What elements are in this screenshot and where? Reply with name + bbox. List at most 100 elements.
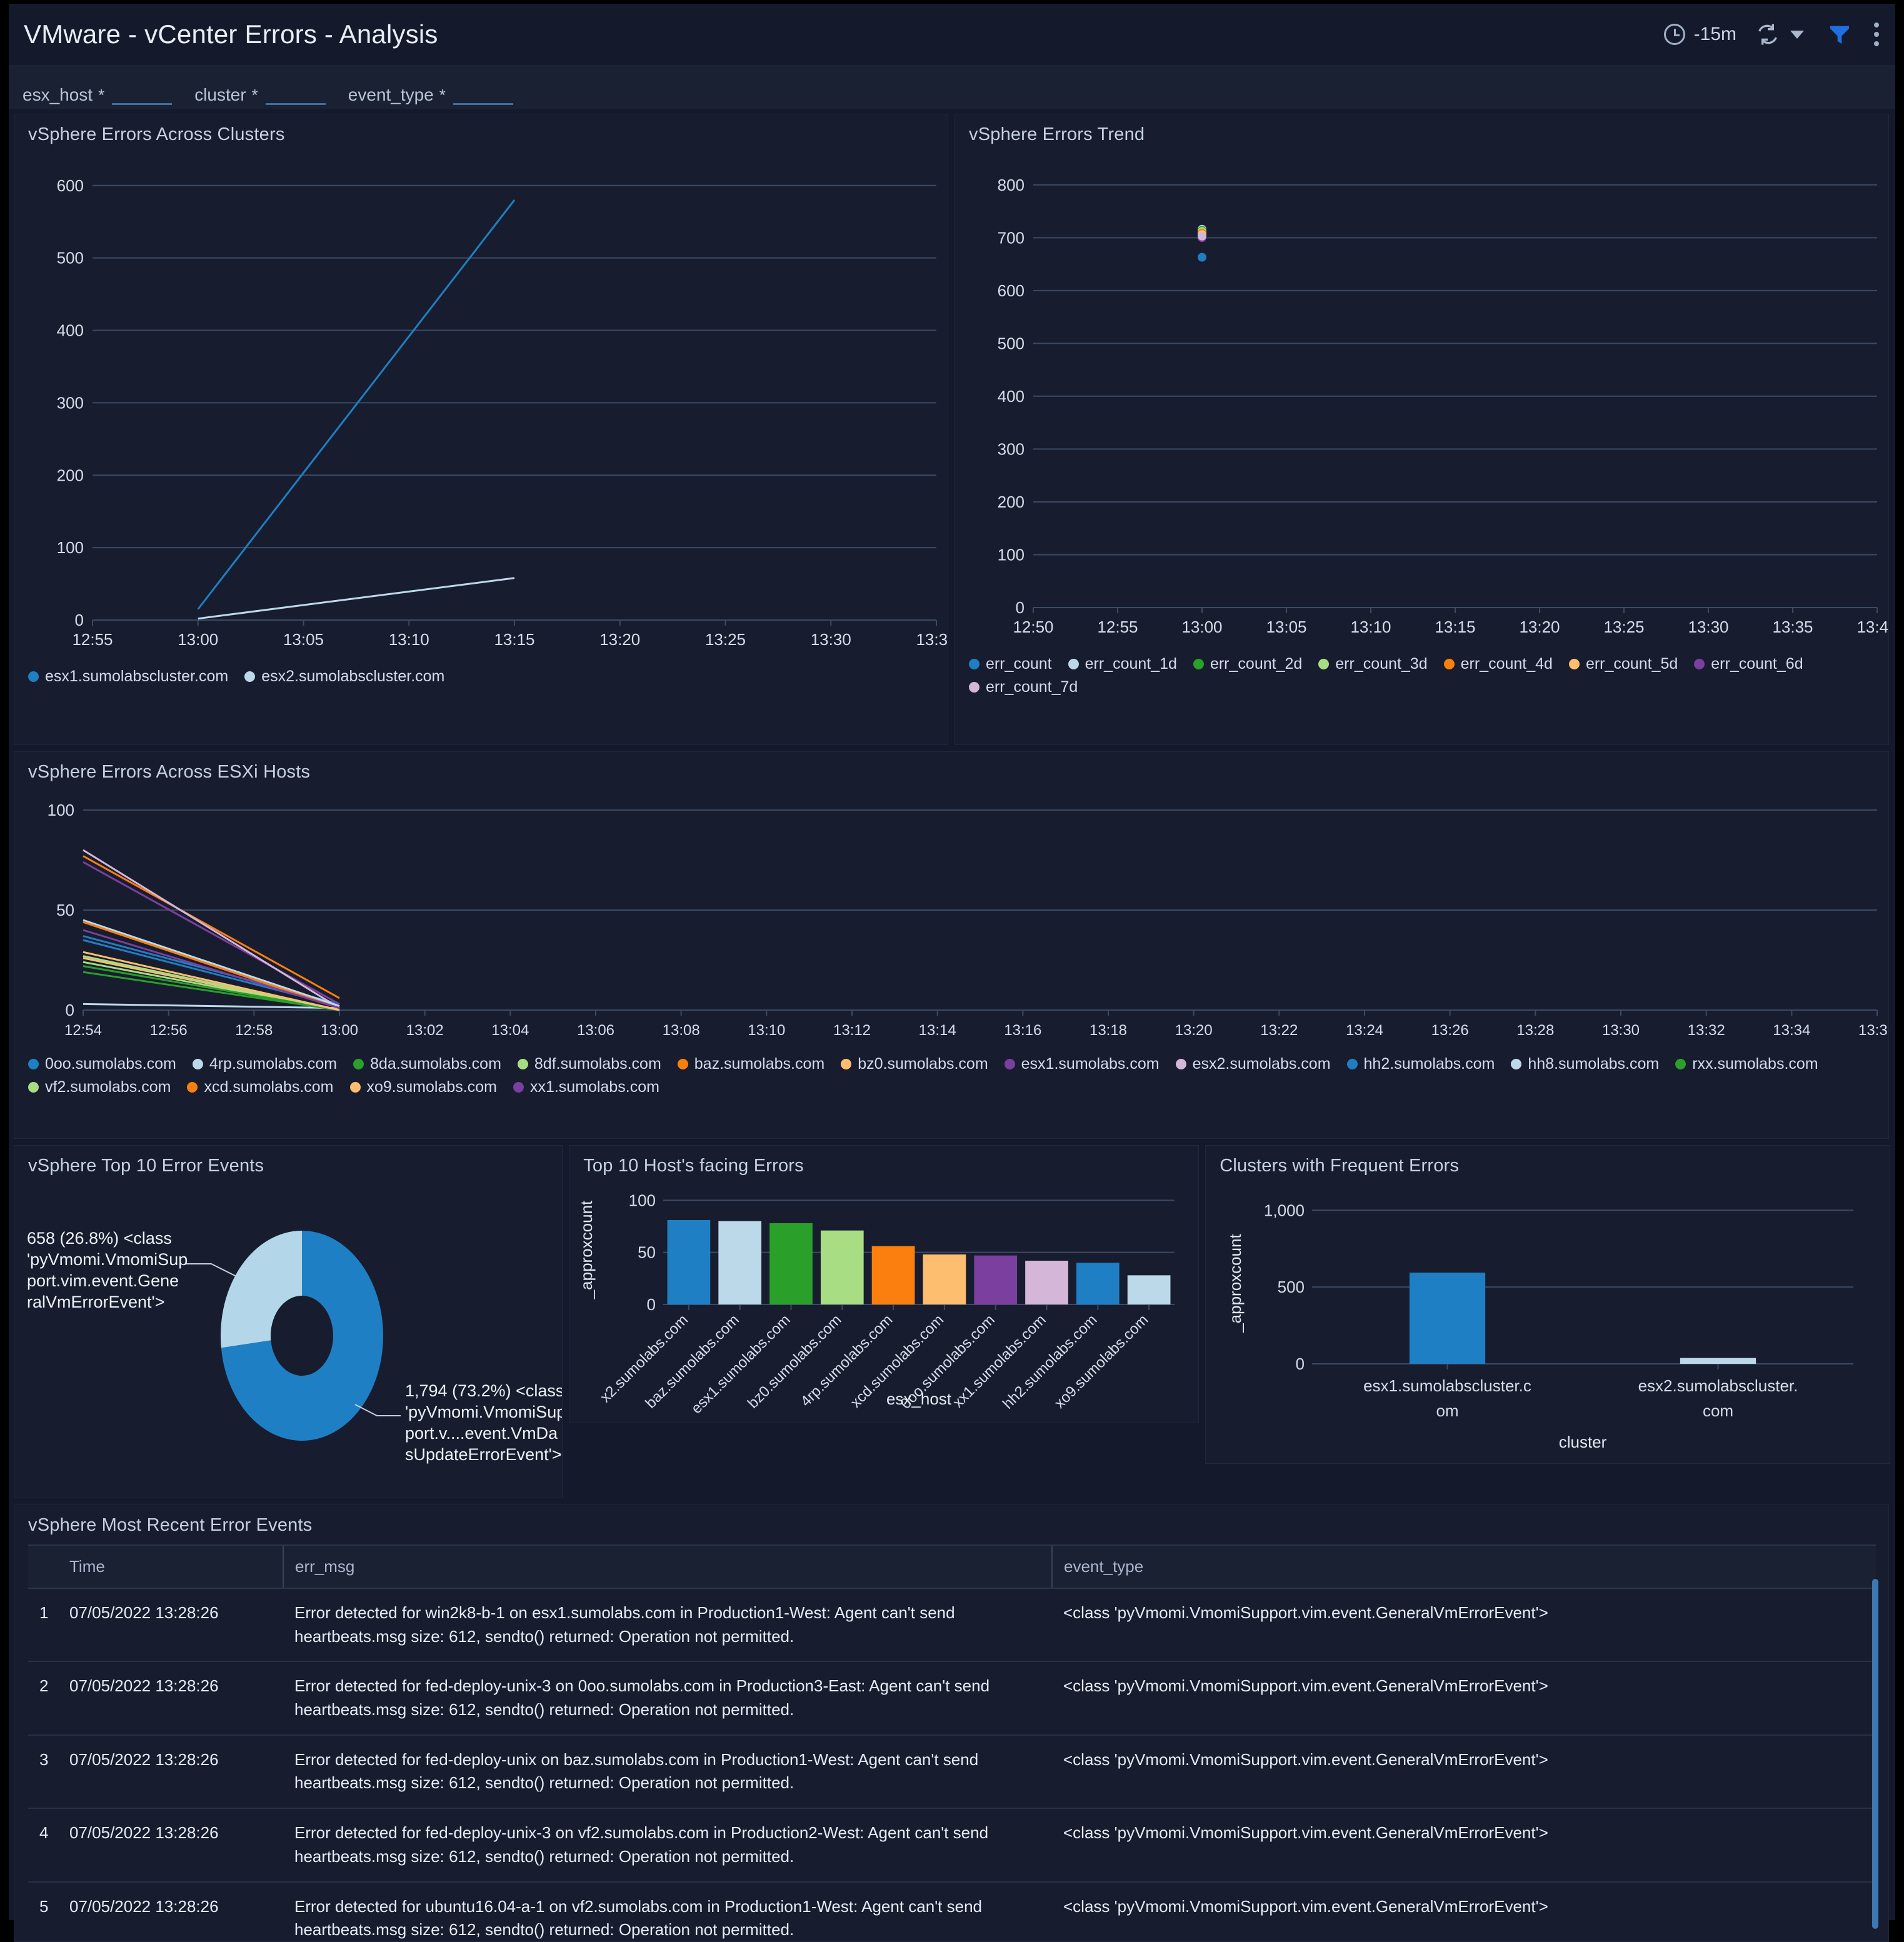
bar[interactable] <box>1410 1273 1485 1364</box>
legend-item[interactable]: rxx.sumolabs.com <box>1675 1055 1818 1073</box>
bar[interactable] <box>1128 1275 1171 1304</box>
legend-item[interactable]: 8df.sumolabs.com <box>518 1055 661 1073</box>
y-axis-tick: 100 <box>998 545 1025 564</box>
legend-item[interactable]: xo9.sumolabs.com <box>350 1078 497 1096</box>
legend-item[interactable]: esx1.sumolabs.com <box>1005 1055 1160 1073</box>
bar[interactable] <box>923 1254 966 1304</box>
y-axis-tick: 500 <box>998 334 1025 353</box>
legend-color-dot <box>1511 1059 1521 1069</box>
x-axis-category: esx1.sumolabs.com <box>688 1311 794 1417</box>
filter-button[interactable] <box>1826 22 1853 47</box>
bar[interactable] <box>719 1221 762 1304</box>
legend-item[interactable]: err_count_1d <box>1068 655 1177 673</box>
column-header-event-type[interactable]: event_type <box>1052 1545 1876 1588</box>
legend-color-dot <box>28 1082 39 1093</box>
legend-item[interactable]: vf2.sumolabs.com <box>28 1078 171 1096</box>
more-options-button[interactable] <box>1874 23 1879 46</box>
data-point <box>1198 253 1206 262</box>
legend-item[interactable]: 8da.sumolabs.com <box>353 1055 501 1073</box>
legend-item[interactable]: err_count_5d <box>1569 655 1678 673</box>
column-header-index[interactable] <box>28 1545 58 1588</box>
chevron-down-icon[interactable] <box>1790 31 1804 39</box>
dashboard-row-4: vSphere Most Recent Error Events Time er… <box>14 1504 1890 1942</box>
legend-item[interactable]: esx2.sumolabscluster.com <box>244 668 444 686</box>
legend-label: err_count_7d <box>986 678 1078 696</box>
legend-item[interactable]: esx1.sumolabscluster.com <box>28 668 228 686</box>
bar[interactable] <box>1025 1261 1068 1304</box>
bar[interactable] <box>668 1220 711 1304</box>
table-scrollbar[interactable] <box>1872 1579 1878 1929</box>
bar[interactable] <box>1680 1358 1756 1364</box>
x-axis-tick: 12:58 <box>235 1022 273 1039</box>
y-axis-tick: 500 <box>57 249 84 268</box>
bar[interactable] <box>769 1223 813 1304</box>
bar[interactable] <box>1076 1263 1120 1304</box>
filter-esx-host[interactable]: esx_host * <box>23 84 172 105</box>
legend-label: xcd.sumolabs.com <box>204 1078 333 1096</box>
cluster-input[interactable] <box>266 84 326 105</box>
filter-cluster[interactable]: cluster * <box>194 84 326 105</box>
event-type-input[interactable] <box>453 84 513 105</box>
panel-vsphere-most-recent-error-events[interactable]: vSphere Most Recent Error Events Time er… <box>14 1504 1889 1942</box>
legend-item[interactable]: xcd.sumolabs.com <box>187 1078 333 1096</box>
esx-host-input[interactable] <box>112 84 172 105</box>
legend-item[interactable]: err_count_4d <box>1444 655 1553 673</box>
y-axis-tick: 800 <box>998 176 1025 194</box>
refresh-button[interactable] <box>1755 22 1804 47</box>
donut-slice[interactable] <box>221 1231 302 1348</box>
bar[interactable] <box>975 1256 1018 1304</box>
legend-item[interactable]: 0oo.sumolabs.com <box>28 1055 176 1073</box>
filter-bar: esx_host * cluster * event_type * <box>9 65 1895 109</box>
page-title: VMware - vCenter Errors - Analysis <box>24 19 438 49</box>
x-axis-category: hh2.sumolabs.com <box>1000 1311 1101 1413</box>
refresh-icon <box>1755 22 1780 47</box>
legend-label: xo9.sumolabs.com <box>367 1078 497 1096</box>
legend-label: xx1.sumolabs.com <box>530 1078 659 1096</box>
cell-err-msg: Error detected for fed-deploy-unix on ba… <box>283 1735 1052 1808</box>
filter-event-type[interactable]: event_type * <box>348 84 513 105</box>
legend-item[interactable]: err_count_7d <box>969 678 1078 696</box>
x-axis-tick: 13:25 <box>1603 618 1644 636</box>
legend-item[interactable]: err_count_3d <box>1318 655 1427 673</box>
legend-color-dot <box>1444 659 1455 669</box>
x-axis-tick: 13:10 <box>1350 618 1391 636</box>
legend-item[interactable]: xx1.sumolabs.com <box>513 1078 659 1096</box>
time-range-control[interactable]: -15m <box>1664 24 1736 45</box>
bar[interactable] <box>872 1246 915 1304</box>
legend-item[interactable]: hh2.sumolabs.com <box>1347 1055 1495 1073</box>
legend-item[interactable]: err_count_6d <box>1694 655 1803 673</box>
legend-color-dot <box>1347 1059 1358 1069</box>
legend-item[interactable]: err_count_2d <box>1193 655 1302 673</box>
legend-item[interactable]: hh8.sumolabs.com <box>1511 1055 1659 1073</box>
column-header-err-msg[interactable]: err_msg <box>283 1545 1052 1588</box>
column-header-time[interactable]: Time <box>58 1545 283 1588</box>
y-axis-tick: 700 <box>998 228 1025 247</box>
legend-color-dot <box>1176 1059 1186 1069</box>
bar[interactable] <box>821 1231 864 1304</box>
panel-vsphere-top-10-error-events[interactable]: vSphere Top 10 Error Events 658 (26.8%) … <box>14 1145 563 1498</box>
legend-item[interactable]: 4rp.sumolabs.com <box>193 1055 337 1073</box>
y-axis-tick: 100 <box>48 801 74 819</box>
legend-item[interactable]: baz.sumolabs.com <box>678 1055 824 1073</box>
legend-item[interactable]: esx2.sumolabs.com <box>1176 1055 1331 1073</box>
x-axis-tick: 13:10 <box>748 1022 785 1039</box>
legend-item[interactable]: err_count <box>969 655 1052 673</box>
legend-item[interactable]: bz0.sumolabs.com <box>841 1055 988 1073</box>
